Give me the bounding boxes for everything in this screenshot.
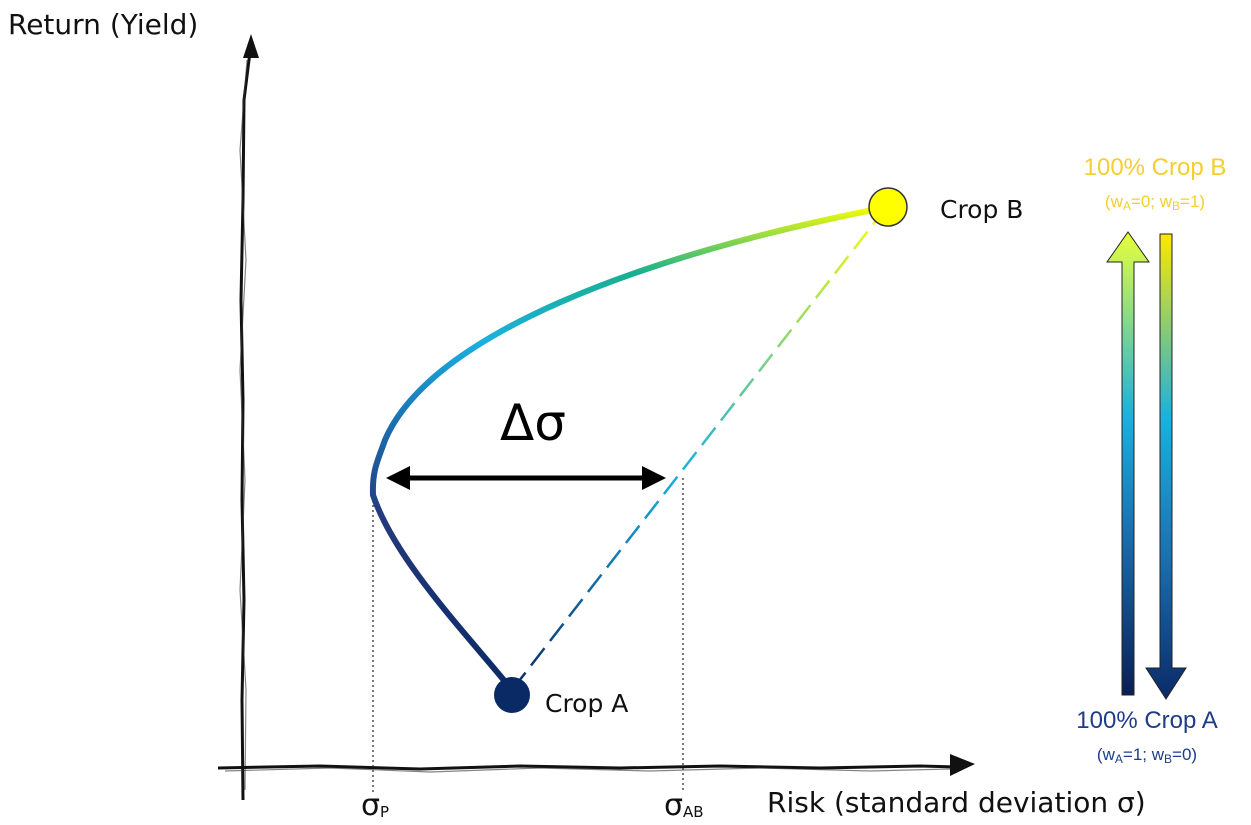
legend-top-title: 100% Crop B	[1084, 154, 1227, 181]
crop-b-point	[868, 187, 908, 227]
delta-sigma-arrow	[386, 466, 666, 490]
y-axis	[239, 34, 259, 801]
delta-arrowhead-left	[386, 466, 410, 490]
legend-top-sub: (wA=0; wB=1)	[1105, 192, 1205, 213]
legend-bottom-title: 100% Crop A	[1076, 707, 1217, 734]
arrow-to-crop-a	[1145, 233, 1187, 700]
x-axis-arrowhead	[950, 754, 975, 776]
efficient-frontier-curve	[369, 204, 891, 693]
crop-a-label: Crop A	[545, 689, 628, 718]
sigma-p-label: σP	[361, 788, 389, 823]
y-axis-title: Return (Yield)	[8, 8, 198, 41]
x-axis	[217, 754, 975, 776]
weight-legend: 100% Crop B (wA=0; wB=1) 100% Crop A (wA…	[1076, 154, 1226, 766]
dashed-line-ab	[511, 204, 889, 691]
legend-bottom-sub: (wA=1; wB=0)	[1097, 745, 1197, 766]
crop-a-point	[494, 677, 530, 713]
crop-b-label: Crop B	[940, 195, 1023, 224]
x-axis-title: Risk (standard deviation σ)	[767, 786, 1146, 819]
delta-arrowhead-right	[642, 466, 666, 490]
delta-sigma-label: Δσ	[500, 394, 566, 452]
arrow-to-crop-b	[1106, 231, 1150, 696]
sigma-ab-label: σAB	[664, 788, 704, 823]
y-axis-arrowhead	[243, 34, 259, 58]
